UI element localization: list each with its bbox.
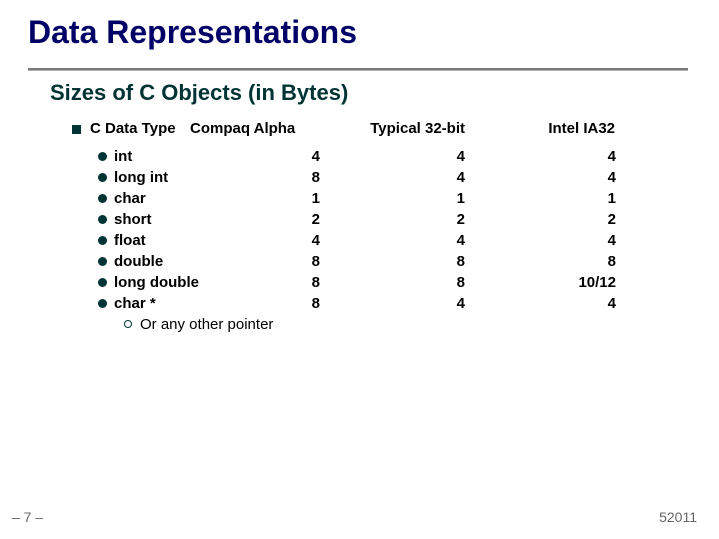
table-row: long double 8 8 10/12 [90,272,689,293]
cell-ia32: 4 [570,293,616,314]
cell-typ32: 4 [445,293,465,314]
cell-typ32: 4 [445,146,465,167]
round-bullet-icon [98,215,107,224]
round-bullet-icon [98,278,107,287]
cell-ia32: 4 [570,230,616,251]
cell-type: long double [114,272,199,293]
table-header-row: C Data Type Compaq Alpha Typical 32-bit … [90,120,689,142]
table-row: char 1 1 1 [90,188,689,209]
cell-compaq: 8 [300,251,320,272]
header-compaq: Compaq Alpha [190,120,295,137]
cell-typ32: 8 [445,251,465,272]
open-circle-icon [124,320,132,328]
cell-ia32: 10/12 [570,272,616,293]
table-subnote-row: Or any other pointer [90,314,689,335]
round-bullet-icon [98,194,107,203]
header-ctype: C Data Type [90,120,176,137]
table-row: int 4 4 4 [90,146,689,167]
round-bullet-icon [98,173,107,182]
footer-page-number: – 7 – [12,509,43,525]
cell-type: int [114,146,132,167]
square-bullet-icon [72,125,81,134]
header-typ32: Typical 32-bit [355,120,465,137]
cell-typ32: 4 [445,167,465,188]
table-row: double 8 8 8 [90,251,689,272]
slide-title: Data Representations [28,14,357,51]
cell-typ32: 2 [445,209,465,230]
round-bullet-icon [98,299,107,308]
cell-type: long int [114,167,168,188]
subnote-text: Or any other pointer [140,314,273,335]
table-row: float 4 4 4 [90,230,689,251]
cell-ia32: 4 [570,167,616,188]
title-underline [28,68,688,71]
cell-compaq: 8 [300,167,320,188]
cell-compaq: 8 [300,272,320,293]
cell-type: char * [114,293,156,314]
cell-typ32: 1 [445,188,465,209]
cell-typ32: 8 [445,272,465,293]
cell-compaq: 4 [300,146,320,167]
cell-ia32: 2 [570,209,616,230]
cell-type: float [114,230,146,251]
round-bullet-icon [98,257,107,266]
cell-type: short [114,209,152,230]
cell-ia32: 1 [570,188,616,209]
table-row: short 2 2 2 [90,209,689,230]
table-row: long int 8 4 4 [90,167,689,188]
round-bullet-icon [98,236,107,245]
footer-course-id: 52011 [659,509,697,525]
slide-subtitle: Sizes of C Objects (in Bytes) [50,80,348,106]
table-row: char * 8 4 4 [90,293,689,314]
cell-type: char [114,188,146,209]
round-bullet-icon [98,152,107,161]
data-table: C Data Type Compaq Alpha Typical 32-bit … [90,120,689,335]
cell-compaq: 8 [300,293,320,314]
cell-ia32: 4 [570,146,616,167]
cell-type: double [114,251,163,272]
cell-ia32: 8 [570,251,616,272]
cell-compaq: 4 [300,230,320,251]
cell-compaq: 1 [300,188,320,209]
cell-typ32: 4 [445,230,465,251]
cell-compaq: 2 [300,209,320,230]
table-body: int444long int844char111short222float444… [90,146,689,335]
header-ia32: Intel IA32 [535,120,615,137]
